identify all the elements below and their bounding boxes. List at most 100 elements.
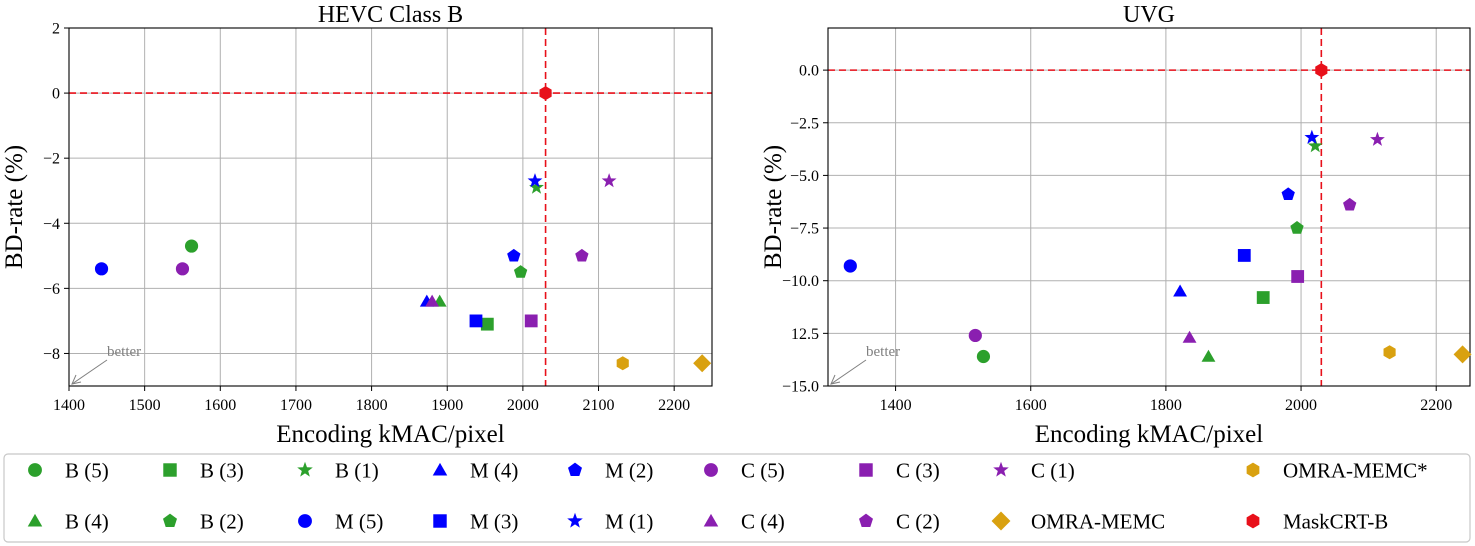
legend-label: MaskCRT-B: [1283, 510, 1388, 534]
better-arrow-head: [71, 374, 82, 385]
legend-item-omra-memc: OMRA-MEMC: [991, 510, 1165, 534]
legend-marker-omra-memc: [991, 511, 1011, 531]
point-b-1: [529, 179, 544, 194]
legend-label: M (1): [605, 510, 653, 534]
point-m-4: [1173, 284, 1188, 297]
legend-label: OMRA-MEMC: [1031, 510, 1165, 534]
legend-marker-m-5: [298, 514, 312, 528]
y-tick-label: −8: [43, 346, 60, 363]
x-tick-label: 2200: [658, 397, 690, 414]
point-c-5: [968, 328, 982, 343]
legend-item-b-2: B (2): [163, 510, 244, 534]
legend-label: C (5): [741, 459, 785, 483]
y-tick-label: −7.5: [790, 221, 819, 238]
x-tick-label: 2000: [507, 397, 539, 414]
better-annotation: better: [107, 344, 141, 360]
legend-label: M (5): [335, 510, 383, 534]
y-tick-label: −15.0: [782, 379, 819, 396]
point-b-3: [1256, 291, 1270, 304]
legend-marker-m-1: [567, 512, 583, 528]
point-c-1: [601, 173, 617, 188]
point-b-1: [1307, 138, 1323, 153]
legend-item-b-1: B (1): [297, 459, 379, 483]
legend-item-m-4: M (4): [432, 459, 518, 483]
legend-item-maskcrt-b: MaskCRT-B: [1246, 510, 1388, 534]
y-axis-label: BD-rate (%): [760, 145, 787, 269]
legend-marker-b-1: [297, 461, 313, 477]
y-tick-label: −2.5: [790, 115, 819, 132]
point-m-2: [507, 248, 521, 262]
x-axis-label: Encoding kMAC/pixel: [276, 421, 505, 448]
legend-item-m-2: M (2): [568, 459, 653, 483]
y-tick-label: −6: [43, 281, 60, 298]
point-m-3: [469, 314, 483, 328]
chart-panel-1: 1400 1500 1600 1700 1800 1900 2000 2100 2200 2 0 −2…: [1, 2, 713, 448]
legend-item-m-1: M (1): [567, 510, 653, 534]
x-tick-label: 1800: [1150, 397, 1182, 414]
legend-item-c-1: C (1): [993, 459, 1075, 483]
plot-frame: [68, 27, 713, 387]
legend-item-c-5: C (5): [704, 459, 785, 483]
legend-marker-b-2: [163, 513, 177, 527]
point-c-2: [1343, 197, 1357, 211]
x-tick-label: 1400: [880, 397, 912, 414]
legend-marker-c-4: [703, 513, 719, 527]
legend-label: M (3): [470, 510, 518, 534]
legend-label: B (1): [335, 459, 379, 483]
legend-marker-b-4: [27, 513, 43, 527]
legend-marker-c-3: [859, 463, 873, 477]
y-tick-label: 0: [52, 86, 60, 103]
point-omra-memc: [693, 354, 712, 373]
point-c-3: [524, 314, 538, 328]
point-c-1: [1370, 131, 1385, 146]
legend-marker-m-2: [568, 462, 582, 476]
legend-label: OMRA-MEMC*: [1283, 459, 1428, 483]
point-m-3: [1237, 249, 1251, 262]
point-b-3: [480, 317, 494, 331]
point-maskcrt-b: [1315, 63, 1328, 78]
x-tick-label: 2100: [583, 397, 615, 414]
legend-marker-maskcrt-b: [1246, 513, 1260, 529]
point-m-5: [94, 262, 109, 276]
point-m-5: [843, 259, 857, 273]
legend-marker-b-3: [163, 463, 177, 477]
legend-item-m-5: M (5): [298, 510, 383, 534]
point-b-4: [1201, 349, 1216, 362]
point-c-5: [175, 262, 190, 276]
x-tick-label: 1400: [53, 397, 85, 414]
point-m-2: [1281, 187, 1295, 201]
point-b-2: [1290, 221, 1304, 234]
legend-label: M (4): [470, 459, 518, 483]
legend-item-b-4: B (4): [27, 510, 109, 534]
x-tick-label: 1700: [280, 397, 312, 414]
point-omra-memc: [1453, 345, 1472, 364]
legend-item-m-3: M (3): [433, 510, 518, 534]
legend-marker-b-5: [28, 463, 42, 477]
legend-item-c-3: C (3): [859, 459, 940, 483]
y-axis-label: BD-rate (%): [1, 145, 28, 269]
legend-frame: [3, 453, 1471, 543]
x-tick-label: 1500: [129, 397, 161, 414]
legend-marker-m-4: [432, 462, 448, 476]
point-c-2: [575, 248, 589, 262]
x-tick-label: 2200: [1420, 397, 1452, 414]
y-tick-label: −5.0: [790, 168, 819, 185]
y-tick-label: −2: [43, 151, 60, 168]
point-b-2: [513, 265, 528, 278]
better-arrow: [71, 359, 108, 385]
point-c-3: [1291, 270, 1305, 283]
legend-item-c-2: C (2): [859, 510, 940, 534]
legend-label: B (3): [200, 459, 244, 483]
better-arrow-head: [830, 374, 841, 385]
x-tick-label: 1600: [204, 397, 236, 414]
x-axis-label: Encoding kMAC/pixel: [1035, 421, 1264, 448]
y-tick-label: −10.0: [782, 273, 819, 290]
x-tick-label: 1900: [431, 397, 463, 414]
legend-item-b-5: B (5): [28, 459, 109, 483]
legend-label: B (4): [65, 510, 109, 534]
legend-label: C (4): [741, 510, 785, 534]
legend-label: B (2): [200, 510, 244, 534]
point-omra-memc: [1383, 345, 1396, 360]
better-annotation: better: [866, 344, 900, 360]
